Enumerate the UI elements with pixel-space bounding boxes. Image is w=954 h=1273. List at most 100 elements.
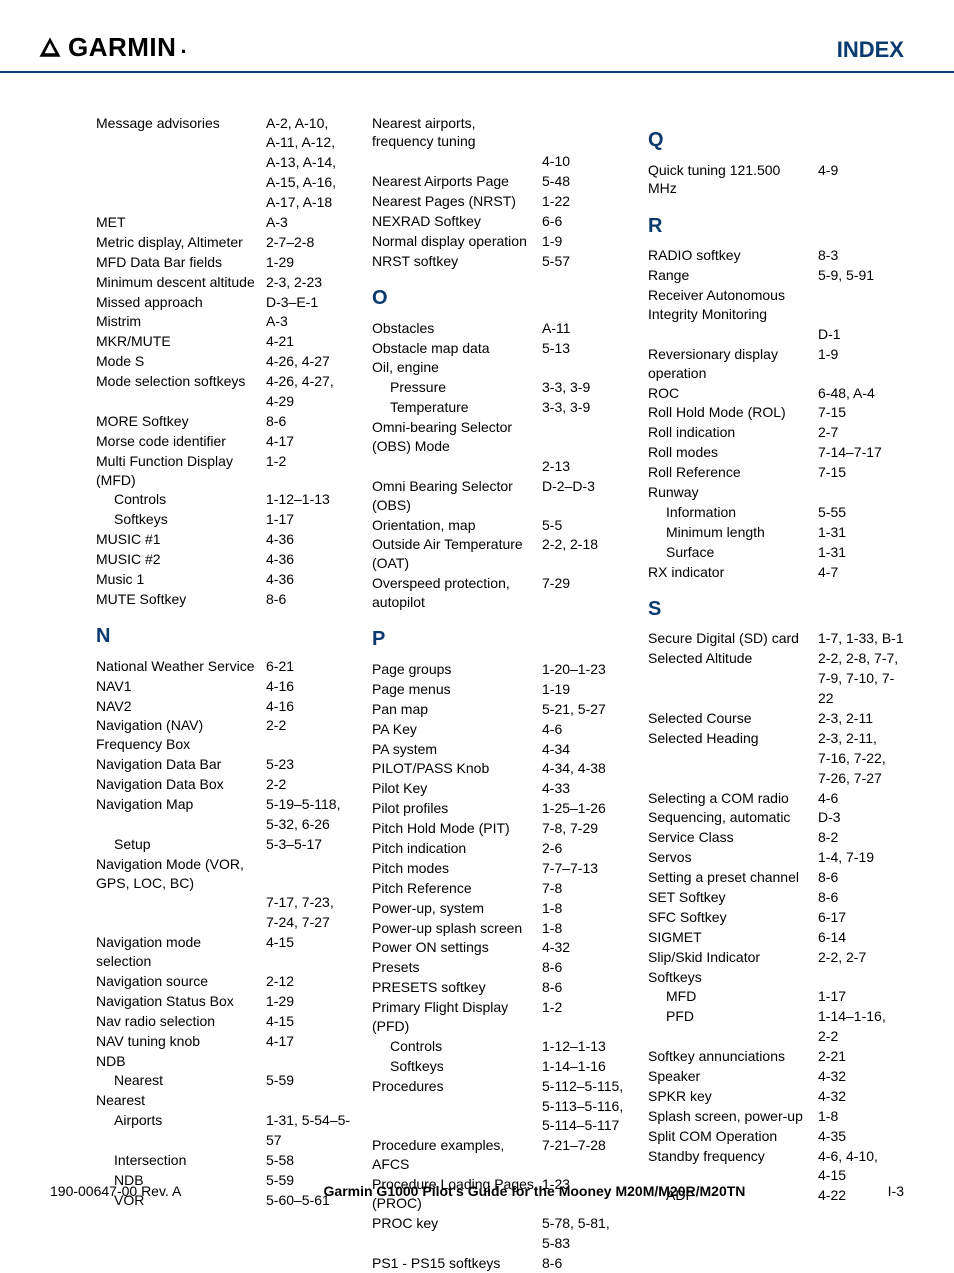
index-term: Multi Function Display (MFD)	[96, 452, 266, 490]
index-entry: Pitch Reference7-8	[372, 878, 628, 898]
section-letter: P	[372, 626, 628, 653]
index-pages: 3-3, 3-9	[542, 398, 628, 417]
index-pages: 1-12–1-13	[542, 1037, 628, 1056]
index-pages: 8-6	[266, 590, 352, 609]
index-term: PA Key	[372, 720, 542, 739]
index-term: SIGMET	[648, 928, 818, 947]
index-entry: .4-29	[96, 391, 352, 411]
index-entry: .7-24, 7-27	[96, 913, 352, 933]
index-pages: 8-6	[542, 958, 628, 977]
index-pages: 8-2	[818, 828, 904, 847]
index-entry: Secure Digital (SD) card1-7, 1-33, B-1	[648, 629, 904, 649]
index-pages: 5-5	[542, 516, 628, 535]
index-entry: SFC Softkey6-17	[648, 907, 904, 927]
index-pages: 2-13	[542, 457, 628, 476]
index-pages: 7-8	[542, 879, 628, 898]
index-term: Orientation, map	[372, 516, 542, 535]
index-term: National Weather Service	[96, 657, 266, 676]
index-term: Speaker	[648, 1067, 818, 1086]
index-pages: 7-15	[818, 463, 904, 482]
index-entry: .7-16, 7-22,	[648, 748, 904, 768]
section-letter: N	[96, 623, 352, 650]
index-term: PRESETS softkey	[372, 978, 542, 997]
index-pages: 4-15	[266, 933, 352, 952]
index-term: Pitch Reference	[372, 879, 542, 898]
index-pages: 1-4, 7-19	[818, 848, 904, 867]
index-term: Split COM Operation	[648, 1127, 818, 1146]
index-term: Selected Altitude	[648, 649, 818, 668]
index-pages: D-2–D-3	[542, 477, 628, 496]
index-term: MUTE Softkey	[96, 590, 266, 609]
index-pages: D-1	[818, 325, 904, 344]
index-term: Nearest airports, frequency tuning	[372, 114, 542, 152]
index-entry: Softkeys	[648, 967, 904, 987]
index-term: Softkey annunciations	[648, 1047, 818, 1066]
index-pages: A-13, A-14,	[266, 153, 352, 172]
index-term: Obstacle map data	[372, 339, 542, 358]
garmin-logo-text: GARMIN	[68, 32, 176, 63]
index-entry: Selected Altitude2-2, 2-8, 7-7,	[648, 649, 904, 669]
index-pages: 4-26, 4-27,	[266, 372, 352, 391]
index-term: Message advisories	[96, 114, 266, 133]
index-pages: 1-2	[266, 452, 352, 471]
index-entry: Selected Heading2-3, 2-11,	[648, 728, 904, 748]
index-pages: 1-12–1-13	[266, 490, 352, 509]
index-pages: 7-7–7-13	[542, 859, 628, 878]
index-pages: A-11	[542, 319, 628, 338]
index-pages: 2-6	[542, 839, 628, 858]
index-entry: Message advisoriesA-2, A-10,	[96, 113, 352, 133]
index-term: PFD	[648, 1007, 818, 1026]
index-entry: Multi Function Display (MFD)1-2	[96, 451, 352, 490]
garmin-delta-icon	[36, 34, 64, 62]
index-term: Page groups	[372, 660, 542, 679]
index-entry: Servos1-4, 7-19	[648, 848, 904, 868]
index-column: Nearest airports, frequency tuning.4-10N…	[372, 113, 648, 1273]
index-entry: NAV24-16	[96, 696, 352, 716]
index-entry: Morse code identifier4-17	[96, 431, 352, 451]
index-entry: PRESETS softkey8-6	[372, 978, 628, 998]
index-pages: 5-3–5-17	[266, 835, 352, 854]
index-entry: META-3	[96, 212, 352, 232]
index-pages: 1-31	[818, 523, 904, 542]
index-term: Presets	[372, 958, 542, 977]
index-pages: 7-24, 7-27	[266, 913, 352, 932]
index-entry: MFD Data Bar fields1-29	[96, 252, 352, 272]
index-entry: MistrimA-3	[96, 312, 352, 332]
index-pages: 4-32	[818, 1087, 904, 1106]
index-entry: SET Softkey8-6	[648, 888, 904, 908]
index-term: Music 1	[96, 570, 266, 589]
index-term: NRST softkey	[372, 252, 542, 271]
index-pages: 5-113–5-116,	[542, 1097, 628, 1116]
index-term: Surface	[648, 543, 818, 562]
index-entry: Speaker4-32	[648, 1067, 904, 1087]
index-entry: Outside Air Temperature (OAT)2-2, 2-18	[372, 535, 628, 574]
index-entry: SIGMET6-14	[648, 927, 904, 947]
index-pages: 7-14–7-17	[818, 443, 904, 462]
index-entry: Procedures5-112–5-115,	[372, 1076, 628, 1096]
index-term: Controls	[372, 1037, 542, 1056]
index-entry: Navigation Map5-19–5-118,	[96, 795, 352, 815]
index-term: Selecting a COM radio	[648, 789, 818, 808]
index-entry: PS1 - PS15 softkeys8-6	[372, 1253, 628, 1273]
index-entry: .A-13, A-14,	[96, 153, 352, 173]
index-term: MET	[96, 213, 266, 232]
index-pages: 1-2	[542, 998, 628, 1017]
index-term: Sequencing, automatic	[648, 808, 818, 827]
index-term: Nav radio selection	[96, 1012, 266, 1031]
index-entry: NAV tuning knob4-17	[96, 1031, 352, 1051]
index-content: Message advisoriesA-2, A-10,.A-11, A-12,…	[0, 73, 954, 1273]
index-term: Temperature	[372, 398, 542, 417]
index-entry: Orientation, map5-5	[372, 515, 628, 535]
index-entry: MUSIC #14-36	[96, 530, 352, 550]
index-entry: .57	[96, 1131, 352, 1151]
index-entry: PROC key5-78, 5-81,	[372, 1213, 628, 1233]
index-pages: 4-10	[542, 152, 628, 171]
index-pages: 6-48, A-4	[818, 384, 904, 403]
index-pages: 2-12	[266, 972, 352, 991]
index-term: Airports	[96, 1111, 266, 1130]
index-pages: 5-13	[542, 339, 628, 358]
index-term: Missed approach	[96, 293, 266, 312]
index-pages: 7-15	[818, 403, 904, 422]
index-pages: 1-8	[542, 919, 628, 938]
index-term: Omni-bearing Selector (OBS) Mode	[372, 418, 542, 456]
